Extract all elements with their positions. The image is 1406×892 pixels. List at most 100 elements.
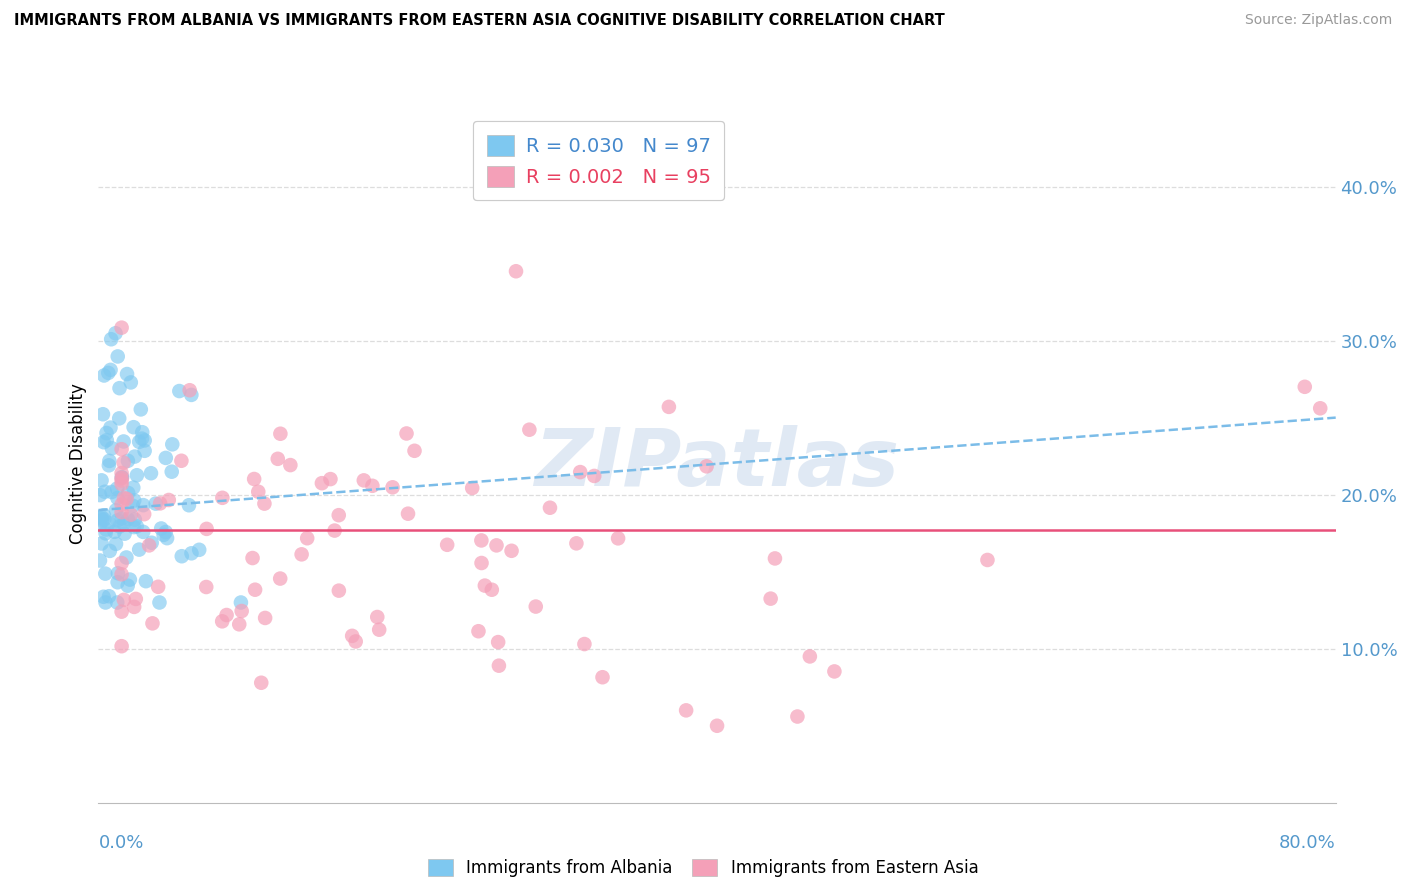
Point [111,470,134,484]
Point [122,599,145,614]
Point [107,350,129,364]
Point [157,493,180,508]
Point [103,524,125,539]
Point [90,474,112,488]
Point [122,520,145,534]
Point [111,511,134,525]
Point [112,491,135,505]
Point [565,536,588,550]
Point [94,595,117,609]
Point [195,522,218,536]
Point [311,476,333,491]
Point [134,434,156,448]
Point [94,566,117,581]
Point [105,482,128,496]
Point [111,474,134,488]
Point [145,497,167,511]
Point [117,579,139,593]
Point [124,450,146,464]
Point [823,665,845,679]
Point [461,481,484,495]
Point [188,542,211,557]
Point [129,402,152,417]
Point [155,450,177,465]
Point [228,617,250,632]
Point [162,437,184,451]
Point [117,454,139,468]
Point [211,491,233,505]
Point [108,519,131,533]
Point [135,574,157,589]
Point [100,332,122,346]
Point [111,477,134,491]
Point [96,433,118,447]
Point [470,533,492,548]
Point [105,595,128,609]
Point [328,583,350,598]
Text: 80.0%: 80.0% [1279,834,1336,852]
Point [98,516,121,530]
Point [152,528,174,542]
Point [195,580,218,594]
Point [111,442,134,457]
Point [125,519,148,533]
Point [141,535,163,549]
Point [111,470,134,484]
Point [706,719,728,733]
Point [1309,401,1331,416]
Point [117,486,139,500]
Point [155,524,177,539]
Point [170,549,193,564]
Point [132,524,155,539]
Point [101,442,124,456]
Point [149,496,172,510]
Point [114,526,136,541]
Point [254,611,277,625]
Point [111,567,134,582]
Point [107,566,129,581]
Point [121,499,143,513]
Point [179,383,201,397]
Point [381,480,404,494]
Point [104,537,127,551]
Point [141,616,163,631]
Point [131,432,153,446]
Point [125,468,148,483]
Point [93,368,115,383]
Point [120,376,142,390]
Point [607,532,630,546]
Point [90,509,112,524]
Point [436,538,458,552]
Point [269,426,291,441]
Point [112,434,135,449]
Point [295,531,318,545]
Point [111,466,134,480]
Point [112,592,135,607]
Point [124,512,146,526]
Point [505,264,527,278]
Point [107,491,129,505]
Point [138,538,160,552]
Point [786,709,808,723]
Point [319,472,342,486]
Point [89,518,111,533]
Point [170,454,193,468]
Point [108,411,131,425]
Point [94,484,117,499]
Point [177,498,200,512]
Point [131,425,153,440]
Point [90,536,112,550]
Point [242,551,264,566]
Point [658,400,681,414]
Point [96,425,118,440]
Point [229,595,252,609]
Point [395,426,418,441]
Point [111,556,134,570]
Point [696,459,718,474]
Point [132,498,155,512]
Point [96,523,118,537]
Point [323,524,346,538]
Point [118,573,141,587]
Point [538,500,561,515]
Point [592,670,614,684]
